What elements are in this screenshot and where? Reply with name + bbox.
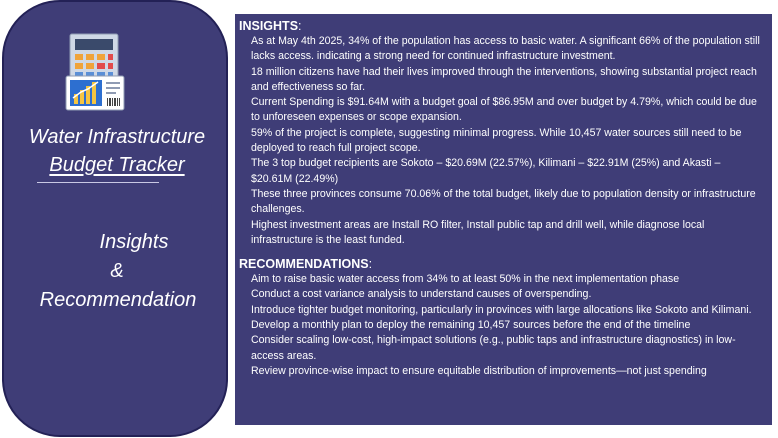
subtitle-line-3: Recommendation <box>39 289 197 311</box>
recommendation-item: Introduce tighter budget monitoring, par… <box>251 303 752 316</box>
insight-item: 18 million citizens have had their lives… <box>251 65 757 93</box>
page-subtitle: Insights & Recommendation <box>4 228 230 315</box>
title-line-2: Budget Tracker <box>49 154 185 176</box>
content-panel: INSIGHTS: As at May 4th 2025, 34% of the… <box>235 14 772 425</box>
insight-item: The 3 top budget recipients are Sokoto –… <box>251 157 721 185</box>
recommendations-heading: RECOMMENDATIONS: <box>239 257 373 272</box>
insight-item: As at May 4th 2025, 34% of the populatio… <box>251 35 760 63</box>
recommendation-item: Develop a monthly plan to deploy the rem… <box>251 319 691 332</box>
recommendation-item: Consider scaling low-cost, high-impact s… <box>251 334 736 362</box>
insight-item: 59% of the project is complete, suggesti… <box>251 126 742 155</box>
insights-list: As at May 4th 2025, 34% of the populatio… <box>239 34 762 248</box>
budget-report-icon <box>65 33 125 111</box>
recommendation-item: Conduct a cost variance analysis to unde… <box>251 288 592 301</box>
recommendations-list: Aim to raise basic water access from 34%… <box>239 272 762 379</box>
page-title: Water Infrastructure Budget Tracker <box>4 123 230 179</box>
title-panel: Water Infrastructure Budget Tracker Insi… <box>2 0 228 437</box>
insights-heading: INSIGHTS: <box>239 19 302 33</box>
insight-item: Highest investment areas are Install RO … <box>251 218 705 246</box>
title-line-1: Water Infrastructure <box>28 126 206 148</box>
insight-item: Current Spending is $91.64M with a budge… <box>251 96 757 124</box>
subtitle-line-1: Insights <box>99 231 169 253</box>
title-divider <box>37 182 159 183</box>
insight-item: These three provinces consume 70.06% of … <box>251 187 756 216</box>
recommendation-item: Aim to raise basic water access from 34%… <box>251 273 680 286</box>
recommendation-item: Review province-wise impact to ensure eq… <box>251 364 707 377</box>
subtitle-line-2: & <box>110 260 124 282</box>
